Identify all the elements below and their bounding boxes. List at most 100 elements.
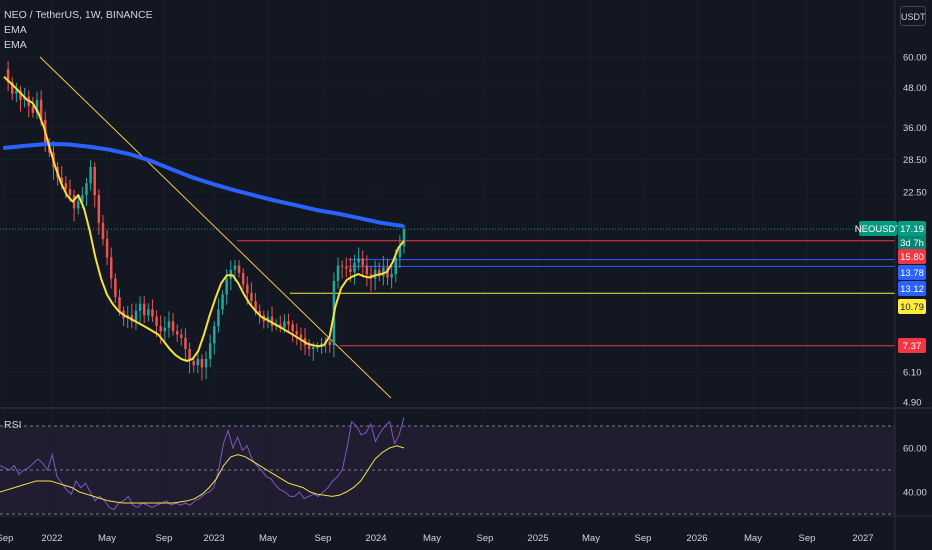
- time-tick-label: Sep: [477, 533, 494, 544]
- candle-body: [114, 278, 117, 298]
- price-label-value: 15.80: [900, 252, 924, 263]
- price-label-box: [898, 299, 926, 314]
- price-tick-label: 60.00: [903, 53, 927, 64]
- candle-body: [81, 195, 84, 202]
- rsi-indicator-label[interactable]: RSI: [4, 419, 22, 431]
- time-tick-label: Sep: [0, 533, 13, 544]
- candle-body: [361, 258, 364, 266]
- candle-body: [225, 278, 228, 295]
- symbol-title[interactable]: NEO / TetherUS, 1W, BINANCE: [4, 9, 153, 21]
- candle-body: [349, 268, 352, 272]
- candle-body: [208, 343, 212, 359]
- ema-slow-line: [3, 141, 404, 228]
- price-tick-label: 22.50: [903, 188, 927, 199]
- time-tick-label: 2027: [852, 533, 873, 544]
- candle-body: [221, 294, 224, 310]
- candle-body: [101, 222, 105, 240]
- time-tick-label: May: [582, 533, 600, 544]
- bar-countdown-label: 3d 7h: [900, 238, 924, 249]
- candle-body: [316, 347, 319, 349]
- time-tick-label: 2024: [365, 533, 386, 544]
- ema-indicator-1-label[interactable]: EMA: [4, 24, 27, 36]
- time-tick-label: May: [98, 533, 116, 544]
- candle-body: [237, 265, 241, 274]
- price-label-value: 13.12: [900, 284, 924, 295]
- price-label-value: 17.19: [900, 224, 924, 235]
- candle-body: [204, 358, 208, 368]
- candle-body: [76, 201, 80, 209]
- candle-body: [175, 331, 179, 335]
- candle-body: [39, 99, 43, 120]
- price-label-box: [898, 265, 926, 280]
- candle-body: [159, 326, 162, 332]
- price-label-box: [898, 249, 926, 264]
- candle-body: [64, 183, 68, 190]
- candle-body: [254, 301, 257, 311]
- time-tick-label: Sep: [156, 533, 173, 544]
- candle-body: [394, 257, 397, 275]
- candle-body: [299, 334, 303, 338]
- time-tick-label: Sep: [315, 533, 332, 544]
- candle-body: [155, 316, 158, 327]
- candle-body: [192, 360, 195, 366]
- price-tick-label: 6.10: [903, 367, 922, 378]
- time-tick-label: 2023: [203, 533, 224, 544]
- candle-body: [258, 310, 261, 316]
- candle-body: [60, 177, 63, 184]
- candle-body: [402, 229, 406, 247]
- candle-body: [266, 316, 270, 322]
- price-tick-label: 36.00: [903, 123, 927, 134]
- time-tick-label: May: [744, 533, 762, 544]
- candle-body: [93, 166, 96, 196]
- candle-body: [109, 257, 113, 279]
- candle-body: [345, 266, 348, 269]
- candle-body: [390, 274, 393, 278]
- candle-body: [287, 321, 290, 325]
- candle-body: [118, 297, 121, 311]
- ema-fast-line: [3, 75, 405, 362]
- candle-body: [138, 303, 142, 311]
- price-tick-label: 4.90: [903, 398, 922, 409]
- candle-body: [151, 309, 154, 317]
- symbol-price-tag: [859, 221, 897, 236]
- candle-body: [233, 265, 237, 270]
- candle-body: [307, 345, 311, 349]
- time-tick-label: 2025: [527, 533, 548, 544]
- currency-button[interactable]: USDT: [900, 6, 926, 26]
- candle-body: [184, 337, 187, 349]
- price-tick-label: 48.00: [903, 83, 927, 94]
- ema-indicator-2-label[interactable]: EMA: [4, 39, 27, 51]
- candle-body: [398, 246, 402, 258]
- candle-body: [180, 334, 183, 338]
- candle-body: [340, 265, 344, 267]
- candle-body: [357, 258, 360, 263]
- candle-body: [130, 315, 134, 322]
- time-tick-label: May: [423, 533, 441, 544]
- rsi-tick-label: 40.00: [903, 488, 927, 499]
- candle-body: [241, 273, 245, 285]
- candle-body: [378, 269, 381, 277]
- rsi-line: [0, 417, 405, 511]
- price-label-box: [898, 281, 926, 296]
- price-label-box: [898, 338, 926, 353]
- candle-body: [188, 348, 191, 361]
- candle-body: [373, 269, 377, 279]
- time-tick-label: 2026: [686, 533, 707, 544]
- candle-body: [171, 321, 175, 332]
- candle-body: [68, 189, 72, 196]
- candle-body: [336, 265, 340, 281]
- candle-body: [295, 331, 299, 335]
- candle-body: [147, 309, 150, 316]
- candle-body: [134, 310, 138, 322]
- candle-body: [365, 265, 369, 275]
- candle-body: [382, 267, 385, 277]
- time-tick-label: May: [259, 533, 277, 544]
- price-label-value: 7.37: [903, 341, 922, 352]
- candle-body: [89, 166, 92, 184]
- candle-body: [11, 82, 14, 94]
- candle-body: [196, 358, 200, 366]
- time-tick-label: Sep: [799, 533, 816, 544]
- candle-body: [19, 90, 22, 100]
- chart-legend: NEO / TetherUS, 1W, BINANCE EMA EMA: [4, 8, 153, 53]
